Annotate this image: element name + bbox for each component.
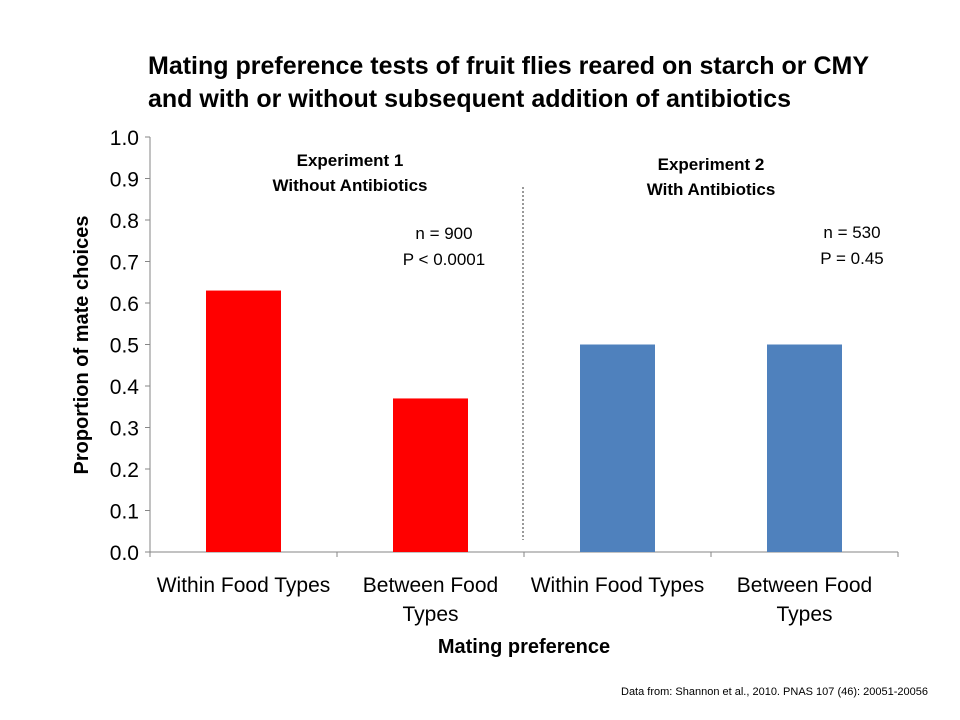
experiment-label: Experiment 1 bbox=[297, 151, 404, 170]
x-tick-label: Types bbox=[776, 603, 832, 626]
stats-annotation: P < 0.0001 bbox=[403, 250, 485, 269]
y-tick-label: 0.4 bbox=[110, 376, 140, 399]
experiment-label: Experiment 2 bbox=[658, 155, 765, 174]
source-note: Data from: Shannon et al., 2010. PNAS 10… bbox=[621, 686, 928, 698]
y-tick-label: 0.2 bbox=[110, 459, 139, 482]
y-axis-title: Proportion of mate choices bbox=[71, 216, 93, 475]
y-tick-label: 1.0 bbox=[110, 127, 139, 150]
y-tick-label: 0.8 bbox=[110, 210, 139, 233]
bar bbox=[393, 398, 468, 552]
x-tick-label: Types bbox=[402, 603, 458, 626]
y-tick-label: 0.3 bbox=[110, 418, 139, 441]
y-tick-label: 0.7 bbox=[110, 252, 139, 275]
stats-annotation: n = 530 bbox=[823, 223, 880, 242]
x-axis-title: Mating preference bbox=[438, 636, 610, 658]
y-tick-label: 0.1 bbox=[110, 501, 139, 524]
x-tick-label: Between Food bbox=[363, 574, 498, 597]
x-tick-label: Within Food Types bbox=[157, 574, 331, 597]
y-tick-label: 0.5 bbox=[110, 335, 139, 358]
experiment-label: Without Antibiotics bbox=[272, 176, 427, 195]
chart-title: Mating preference tests of fruit flies r… bbox=[148, 52, 869, 113]
bar bbox=[580, 344, 655, 552]
y-tick-label: 0.9 bbox=[110, 169, 139, 192]
bar bbox=[206, 290, 281, 552]
stats-annotation: n = 900 bbox=[415, 224, 472, 243]
x-tick-label: Within Food Types bbox=[531, 574, 705, 597]
experiment-label: With Antibiotics bbox=[647, 180, 776, 199]
bar bbox=[767, 344, 842, 552]
stats-annotation: P = 0.45 bbox=[820, 249, 884, 268]
y-tick-label: 0.6 bbox=[110, 293, 139, 316]
x-tick-label: Between Food bbox=[737, 574, 872, 597]
y-tick-label: 0.0 bbox=[110, 542, 139, 565]
